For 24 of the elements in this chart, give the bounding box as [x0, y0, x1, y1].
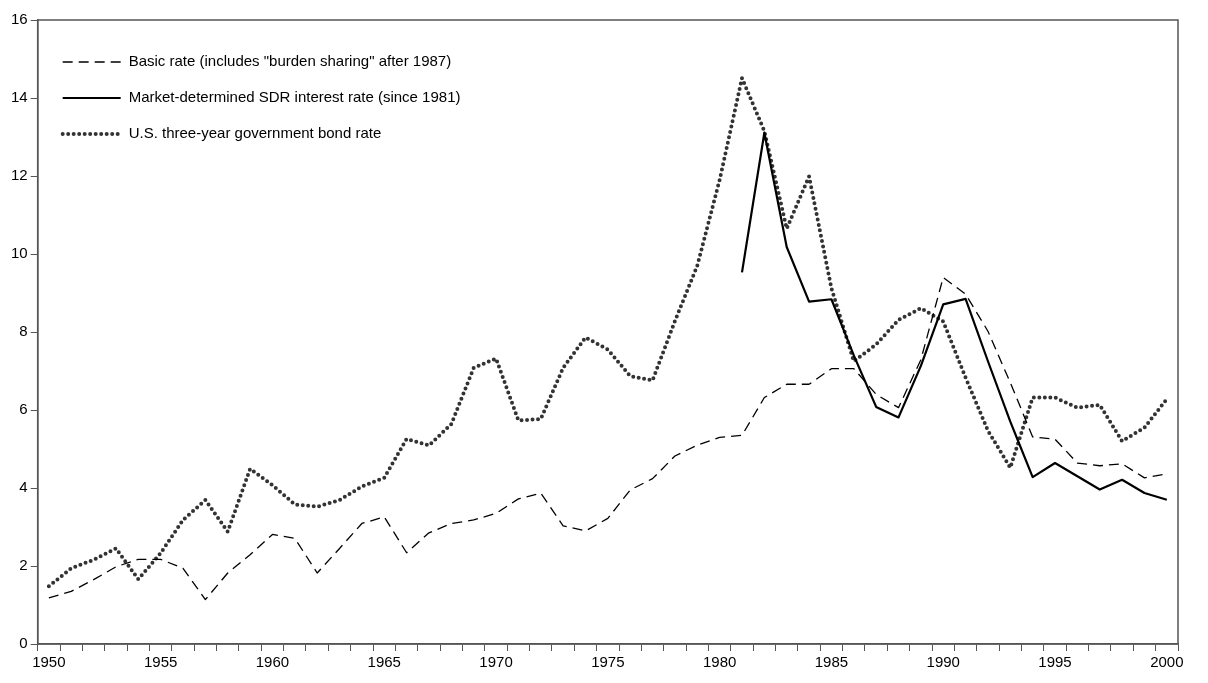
x-tick-label: 1970: [479, 653, 513, 671]
x-tick-label: 1965: [367, 653, 401, 671]
x-tick-label: 1995: [1038, 653, 1072, 671]
x-tick-label: 1955: [143, 653, 178, 671]
x-tick-label: 1985: [814, 653, 849, 671]
y-tick-label: 16: [11, 10, 28, 28]
y-tick-label: 10: [11, 244, 28, 262]
y-tick-label: 8: [19, 322, 28, 340]
x-tick-label: 1950: [32, 653, 66, 671]
legend-label: U.S. three-year government bond rate: [128, 124, 382, 142]
y-tick-label: 6: [19, 400, 28, 418]
y-tick-label: 12: [11, 166, 28, 184]
x-tick-label: 1960: [255, 653, 290, 671]
legend-label: Basic rate (includes "burden sharing" after 1987): [128, 52, 452, 70]
x-tick-label: 1980: [702, 653, 737, 671]
line-series: [46, 76, 1169, 589]
y-tick-label: 0: [19, 634, 28, 652]
legend-label: Market-determined SDR interest rate (since 1981): [128, 88, 461, 106]
y-tick-label: 4: [19, 478, 28, 496]
y-tick-label: 14: [11, 88, 28, 106]
y-tick-label: 2: [19, 556, 28, 574]
x-tick-label: 1990: [926, 653, 960, 671]
x-tick-label: 2000: [1150, 653, 1184, 671]
x-tick-label: 1975: [591, 653, 625, 671]
